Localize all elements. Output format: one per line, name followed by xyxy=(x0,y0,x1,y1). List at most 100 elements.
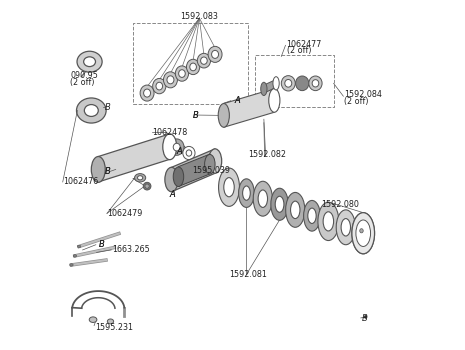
Text: 1062478: 1062478 xyxy=(153,128,187,137)
Text: (2 off): (2 off) xyxy=(286,47,311,55)
Ellipse shape xyxy=(190,63,196,71)
Text: (2 off): (2 off) xyxy=(70,78,95,87)
Ellipse shape xyxy=(70,264,73,266)
Ellipse shape xyxy=(224,177,234,197)
Polygon shape xyxy=(264,79,276,93)
Text: A: A xyxy=(170,190,175,199)
Ellipse shape xyxy=(358,223,369,244)
Ellipse shape xyxy=(107,319,113,324)
Ellipse shape xyxy=(84,57,95,66)
Ellipse shape xyxy=(84,105,98,117)
Ellipse shape xyxy=(138,176,143,180)
Text: A: A xyxy=(177,147,182,156)
Text: 1663.265: 1663.265 xyxy=(112,245,150,254)
Text: 1062477: 1062477 xyxy=(286,40,322,49)
Text: 1062479: 1062479 xyxy=(107,209,142,218)
Ellipse shape xyxy=(173,167,184,187)
Ellipse shape xyxy=(323,212,333,231)
Ellipse shape xyxy=(286,193,305,227)
Text: B: B xyxy=(105,103,111,112)
Ellipse shape xyxy=(291,201,300,219)
Ellipse shape xyxy=(364,315,367,318)
Ellipse shape xyxy=(164,72,178,88)
Text: A: A xyxy=(234,96,240,105)
Ellipse shape xyxy=(186,150,192,156)
Ellipse shape xyxy=(175,66,189,81)
Ellipse shape xyxy=(341,219,351,236)
Ellipse shape xyxy=(169,139,184,155)
Ellipse shape xyxy=(183,146,195,160)
Ellipse shape xyxy=(269,89,280,112)
Ellipse shape xyxy=(308,208,316,223)
Ellipse shape xyxy=(153,78,166,94)
Text: A: A xyxy=(177,147,182,156)
Text: (2 off): (2 off) xyxy=(344,97,369,106)
Text: B: B xyxy=(193,111,198,120)
Ellipse shape xyxy=(304,201,320,231)
Ellipse shape xyxy=(243,186,250,200)
Ellipse shape xyxy=(167,76,174,84)
Text: B: B xyxy=(105,167,111,176)
Polygon shape xyxy=(98,134,170,182)
Ellipse shape xyxy=(218,104,229,127)
Text: 1592.080: 1592.080 xyxy=(321,200,359,209)
Ellipse shape xyxy=(173,143,180,151)
Ellipse shape xyxy=(205,154,215,174)
Polygon shape xyxy=(172,149,215,192)
Ellipse shape xyxy=(179,70,185,77)
Ellipse shape xyxy=(77,51,102,72)
Text: B: B xyxy=(105,167,111,176)
Polygon shape xyxy=(179,154,210,187)
Ellipse shape xyxy=(143,182,151,190)
Ellipse shape xyxy=(140,85,154,101)
Ellipse shape xyxy=(352,213,375,254)
Ellipse shape xyxy=(312,80,319,87)
Ellipse shape xyxy=(219,168,239,206)
Text: B: B xyxy=(361,314,367,323)
Ellipse shape xyxy=(144,89,151,97)
Ellipse shape xyxy=(261,82,267,96)
Ellipse shape xyxy=(356,220,371,246)
Text: 1592.084: 1592.084 xyxy=(344,90,382,99)
Text: B: B xyxy=(98,240,104,249)
Text: 1595.231: 1595.231 xyxy=(95,323,133,332)
Text: 1595.039: 1595.039 xyxy=(193,166,231,175)
Ellipse shape xyxy=(186,59,200,75)
Ellipse shape xyxy=(318,202,339,240)
Polygon shape xyxy=(224,89,274,127)
Ellipse shape xyxy=(77,245,81,248)
Ellipse shape xyxy=(212,50,219,58)
Ellipse shape xyxy=(145,184,149,188)
Text: B: B xyxy=(98,240,104,249)
Ellipse shape xyxy=(156,82,163,90)
Ellipse shape xyxy=(208,149,222,173)
Text: B: B xyxy=(193,111,198,120)
Ellipse shape xyxy=(352,213,375,254)
Text: A: A xyxy=(170,190,175,199)
Ellipse shape xyxy=(200,57,207,64)
Ellipse shape xyxy=(73,255,77,257)
Ellipse shape xyxy=(258,190,267,208)
Ellipse shape xyxy=(134,174,146,182)
Ellipse shape xyxy=(296,76,309,91)
Ellipse shape xyxy=(91,156,105,182)
Text: 090.95: 090.95 xyxy=(70,71,98,80)
Ellipse shape xyxy=(271,188,288,220)
Ellipse shape xyxy=(165,167,178,192)
Ellipse shape xyxy=(336,210,355,245)
Ellipse shape xyxy=(285,79,292,87)
Ellipse shape xyxy=(281,76,295,91)
Ellipse shape xyxy=(239,179,254,208)
Text: 1062476: 1062476 xyxy=(63,177,99,187)
Ellipse shape xyxy=(253,181,272,216)
Ellipse shape xyxy=(360,229,363,233)
Ellipse shape xyxy=(89,317,97,322)
Text: 1592.081: 1592.081 xyxy=(229,270,267,279)
Ellipse shape xyxy=(77,98,106,123)
Ellipse shape xyxy=(275,196,284,212)
Ellipse shape xyxy=(163,134,177,160)
Ellipse shape xyxy=(273,77,279,90)
Text: 1592.082: 1592.082 xyxy=(248,150,286,159)
Ellipse shape xyxy=(208,46,222,62)
Text: 1592.083: 1592.083 xyxy=(180,12,219,21)
